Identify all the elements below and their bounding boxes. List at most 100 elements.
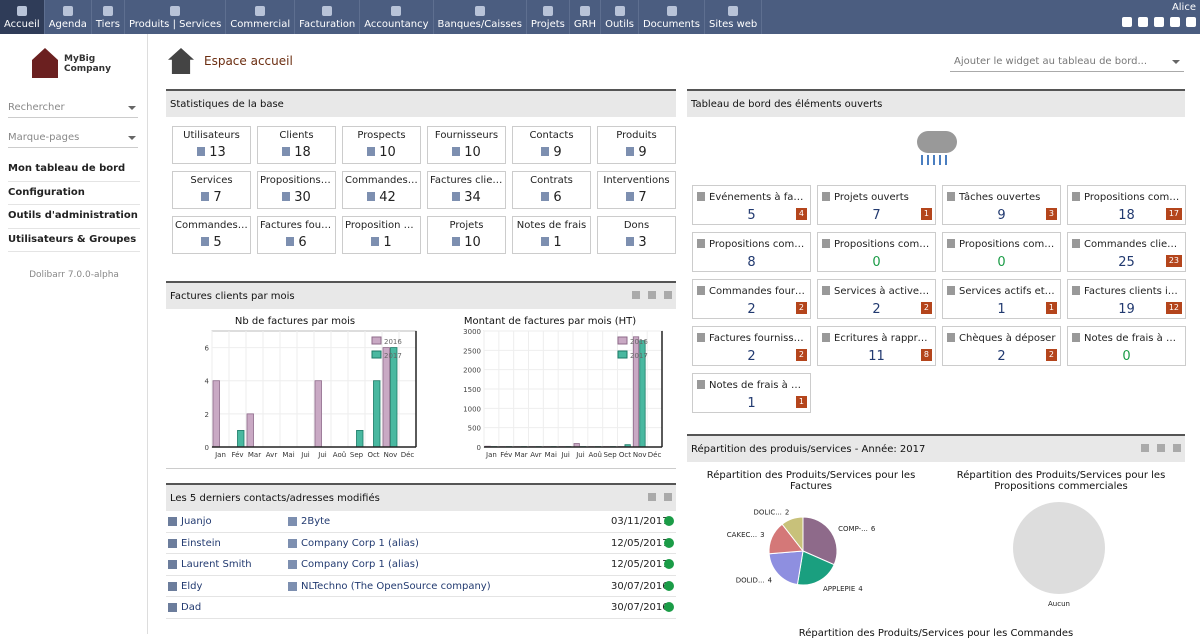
tile-icon	[1072, 192, 1080, 201]
drag-handle-icon[interactable]	[648, 291, 656, 299]
menu-item-11[interactable]: Documents	[639, 0, 705, 34]
sidebar-item-configuration[interactable]: Configuration	[8, 182, 140, 206]
menu-item-0[interactable]: Accueil	[0, 0, 45, 34]
board-tile[interactable]: Propositions comme...0	[942, 232, 1061, 272]
sidebar-item-dashboard[interactable]: Mon tableau de bord	[8, 158, 140, 182]
stat-value: 6	[298, 235, 306, 250]
contact-name[interactable]: Juanjo	[181, 516, 212, 527]
contact-name[interactable]: Eldy	[181, 581, 202, 592]
help-icon[interactable]	[1170, 17, 1180, 27]
stat-card[interactable]: Factures fourni...6	[257, 216, 336, 254]
contact-name[interactable]: Einstein	[181, 538, 221, 549]
board-tile[interactable]: Propositions commerc...8	[692, 232, 811, 272]
menu-item-9[interactable]: GRH	[570, 0, 601, 34]
bug-icon[interactable]	[1138, 17, 1148, 27]
tile-icon	[697, 286, 705, 295]
contact-name[interactable]: Dad	[181, 602, 201, 613]
menu-item-5[interactable]: Facturation	[295, 0, 360, 34]
menu-item-7[interactable]: Banques/Caisses	[434, 0, 527, 34]
filter-icon[interactable]	[1141, 444, 1149, 452]
logo-house-icon	[32, 48, 58, 78]
bookmarks-select[interactable]: Marque-pages	[8, 128, 138, 148]
stat-card[interactable]: Commandes fo...5	[172, 216, 251, 254]
menu-item-8[interactable]: Projets	[527, 0, 570, 34]
pie1-title: Répartition des Produits/Services pour l…	[687, 470, 935, 492]
board-tile[interactable]: Factures fournisseur...22	[692, 326, 811, 366]
x-tick-label: Jui	[300, 451, 310, 459]
print-icon[interactable]	[1154, 17, 1164, 27]
tile-value: 0	[943, 255, 1060, 270]
search-select[interactable]: Rechercher	[8, 98, 138, 118]
contact-name[interactable]: Laurent Smith	[181, 559, 252, 570]
stat-card[interactable]: Propositions/de...30	[257, 171, 336, 209]
menu-item-6[interactable]: Accountancy	[360, 0, 433, 34]
stat-card[interactable]: Commandes cli...42	[342, 171, 421, 209]
stat-icon	[282, 192, 290, 201]
menu-item-1[interactable]: Agenda	[45, 0, 92, 34]
board-tile[interactable]: Commandes fournis...22	[692, 279, 811, 319]
tile-label: Propositions comme...	[1084, 192, 1181, 203]
contact-company[interactable]: Company Corp 1 (alias)	[301, 559, 419, 570]
board-tile[interactable]: Notes de frais à payer11	[692, 373, 811, 413]
x-tick-label: Mar	[514, 451, 527, 459]
menu-item-4[interactable]: Commercial	[226, 0, 295, 34]
x-tick-label: Déc	[401, 451, 415, 459]
menu-item-12[interactable]: Sites web	[705, 0, 762, 34]
user-name[interactable]: Alice	[1122, 2, 1196, 13]
stat-icon	[286, 237, 294, 246]
chat-icon[interactable]	[1122, 17, 1132, 27]
filter-icon[interactable]	[632, 291, 640, 299]
stat-value: 9	[638, 145, 646, 160]
contact-company[interactable]: Company Corp 1 (alias)	[301, 538, 419, 549]
board-tile[interactable]: Notes de frais à appr...0	[1067, 326, 1186, 366]
drag-handle-icon[interactable]	[1157, 444, 1165, 452]
menu-item-2[interactable]: Tiers	[92, 0, 125, 34]
board-tile[interactable]: Propositions comme...0	[817, 232, 936, 272]
chevron-down-icon	[1172, 60, 1180, 68]
menu-item-10[interactable]: Outils	[601, 0, 639, 34]
close-icon[interactable]	[664, 493, 672, 501]
weather-rain-icon	[913, 131, 959, 167]
board-tile[interactable]: Services à activer en...22	[817, 279, 936, 319]
sidebar-item-users-groups[interactable]: Utilisateurs & Groupes	[8, 229, 140, 253]
contact-company[interactable]: NLTechno (The OpenSource company)	[301, 581, 491, 592]
tile-label: Propositions commerc...	[709, 239, 806, 250]
x-tick-label: Aoû	[589, 451, 602, 459]
sidebar-item-admin-tools[interactable]: Outils d'administration	[8, 205, 140, 229]
menu-item-3[interactable]: Produits | Services	[125, 0, 226, 34]
add-widget-select[interactable]: Ajouter le widget au tableau de bord...	[950, 54, 1184, 72]
stat-value-wrap: 10	[428, 235, 505, 250]
close-icon[interactable]	[1173, 444, 1181, 452]
stat-card[interactable]: Proposition co...1	[342, 216, 421, 254]
board-tile[interactable]: Services actifs et ex...11	[942, 279, 1061, 319]
logout-icon[interactable]	[1186, 17, 1196, 27]
drag-handle-icon[interactable]	[648, 493, 656, 501]
pie2-svg: Aucun	[937, 496, 1185, 620]
close-icon[interactable]	[664, 291, 672, 299]
board-tile[interactable]: Écritures à rapprocher118	[817, 326, 936, 366]
stat-value-wrap: 6	[258, 235, 335, 250]
y-tick-label: 1500	[463, 386, 481, 394]
contact-company[interactable]: 2Byte	[301, 516, 330, 527]
